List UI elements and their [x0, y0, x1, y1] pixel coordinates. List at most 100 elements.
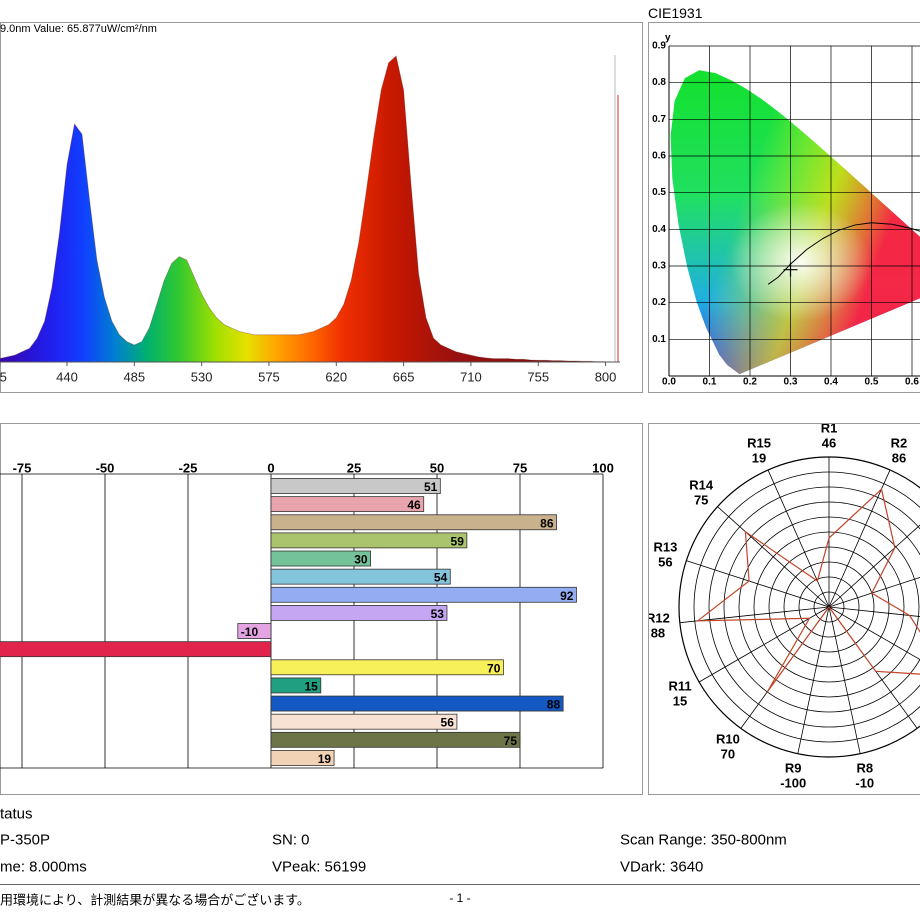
- spectrum-annotation: 9.0nm Value: 65.877uW/cm²/nm: [0, 23, 157, 35]
- bar: [270, 550, 371, 567]
- bar: [0, 641, 272, 658]
- status-item: Scan Range: 350-800nm: [620, 832, 787, 849]
- footer-note: 用環境により、計測結果が異なる場合がございます。: [0, 893, 310, 908]
- status-grid: P-350P SN: 0 Scan Range: 350-800nm me: 8.00…: [0, 832, 787, 876]
- spoke: [767, 469, 830, 608]
- y-tick-label: 0.4: [652, 224, 666, 235]
- y-tick-label: 0.9: [652, 41, 666, 52]
- ring: [723, 501, 920, 713]
- bar-value-label: 56: [441, 716, 455, 730]
- y-tick-label: 0.7: [652, 114, 666, 125]
- radar-value-label: 75: [694, 492, 708, 507]
- x-tick-label: 0.6: [905, 377, 919, 388]
- x-tick-label: -50: [96, 461, 115, 476]
- spoke: [717, 506, 830, 608]
- bar-value-label: 15: [304, 679, 318, 693]
- radar-category-label: R1: [821, 421, 838, 436]
- x-tick-label: 710: [460, 370, 482, 385]
- status-item: me: 8.000ms: [0, 859, 87, 876]
- ri-radar-panel: [648, 423, 920, 795]
- x-tick-label: 25: [347, 461, 361, 476]
- x-tick-label: 485: [123, 370, 145, 385]
- spoke: [828, 469, 891, 608]
- status-title: tatus: [0, 806, 33, 823]
- bar-value-label: 30: [354, 553, 368, 567]
- bar: [270, 532, 468, 549]
- radar-value-label: 19: [752, 450, 766, 465]
- radar-value-label: 86: [892, 450, 906, 465]
- y-tick-label: 0.2: [652, 297, 666, 308]
- bar-value-label: 86: [540, 516, 554, 530]
- ri-bar-panel: [0, 423, 643, 795]
- radar-value-label: 70: [721, 747, 735, 762]
- x-tick-label: 530: [191, 370, 213, 385]
- radar-value-label: -10: [855, 776, 874, 791]
- status-item: VDark: 3640: [620, 859, 703, 876]
- x-tick-label: 95: [0, 370, 7, 385]
- y-axis-label: y: [665, 33, 671, 44]
- radar-value-label: 56: [658, 554, 672, 569]
- spectrum-line: [0, 55, 606, 363]
- radar-category-label: R14: [689, 477, 714, 492]
- x-tick-label: 50: [430, 461, 444, 476]
- x-tick-label: 440: [56, 370, 78, 385]
- planckian-locus: [767, 222, 920, 285]
- x-tick-label: 100: [592, 461, 614, 476]
- x-tick-label: 800: [595, 370, 617, 385]
- y-tick-label: 0.6: [652, 151, 666, 162]
- radar-category-label: R10: [716, 732, 740, 747]
- bar-value-label: 59: [451, 534, 465, 548]
- ring: [693, 471, 920, 743]
- x-tick-label: 75: [513, 461, 527, 476]
- radar-value-label: 46: [822, 436, 836, 451]
- bar-value-label: 88: [547, 698, 561, 712]
- status-item: VPeak: 56199: [272, 859, 366, 876]
- y-tick-label: 0.3: [652, 261, 666, 272]
- bar: [270, 677, 322, 694]
- bar: [270, 496, 425, 513]
- bar: [270, 514, 557, 531]
- spoke: [698, 606, 830, 683]
- radar-line: [695, 488, 920, 693]
- bar: [270, 568, 451, 585]
- bar-value-label: 70: [487, 661, 501, 675]
- radar-category-label: R13: [653, 539, 677, 554]
- x-tick-label: 0.0: [662, 377, 676, 388]
- chromaticity-point: [783, 262, 798, 277]
- x-tick-label: -25: [179, 461, 198, 476]
- radar-value-label: 88: [651, 625, 665, 640]
- cie-chart: y 0.1 0.2 0.3 0.4 0.5 0.6 0.7 0.8 0.9 0.0 0.1 0.2 0.…: [652, 33, 920, 388]
- bar: [270, 478, 441, 494]
- ring: [708, 486, 920, 728]
- bar: [237, 623, 272, 639]
- bar: [270, 713, 458, 730]
- spectrum-area: [0, 56, 606, 362]
- page-number: - 1 -: [449, 891, 470, 905]
- radar-category-label: R8: [856, 761, 873, 776]
- radar-category-label: R9: [785, 761, 802, 776]
- spectrum-chart: 9.0nm Value: 65.877uW/cm²/nm 95 440 485 530…: [0, 23, 620, 385]
- bar-value-label: 75: [504, 734, 518, 748]
- y-tick-label: 0.5: [652, 187, 666, 198]
- bar-value-label: 53: [431, 607, 445, 621]
- x-tick-label: 0.2: [743, 377, 757, 388]
- y-tick-label: 0.8: [652, 77, 666, 88]
- radar-category-label: R15: [747, 435, 771, 450]
- bar-value-label: 54: [434, 571, 448, 585]
- bar: [270, 731, 521, 748]
- x-tick-label: 755: [527, 370, 549, 385]
- radar-category-label: R2: [891, 435, 908, 450]
- x-tick-label: 665: [393, 370, 415, 385]
- spoke: [828, 524, 920, 608]
- spoke: [828, 606, 920, 661]
- bar-value-label: -10: [241, 625, 259, 639]
- bar-value-label: 46: [407, 498, 421, 512]
- cie-panel: [648, 22, 920, 393]
- ri-bar-chart: -75-50-2502550751005146865930549253-10-1…: [0, 461, 614, 769]
- x-tick-label: -75: [13, 461, 32, 476]
- bar: [270, 695, 564, 712]
- bar-value-label: 51: [424, 480, 438, 494]
- x-tick-label: 0.5: [865, 377, 879, 388]
